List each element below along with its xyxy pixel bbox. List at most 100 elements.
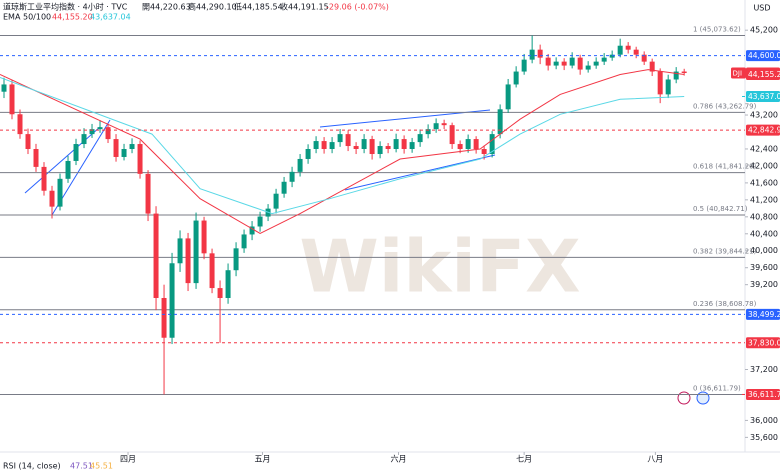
price-tag-label: 36,611.79 [748, 390, 780, 399]
candle-body [657, 71, 663, 95]
candle-body [505, 84, 511, 110]
candle-body [649, 61, 655, 72]
candle-body [241, 234, 247, 249]
price-tag-label: 38,499.27 [748, 310, 780, 319]
candle-body [369, 139, 375, 155]
candle-body [89, 129, 95, 135]
x-tick-label: 七月 [516, 455, 532, 464]
fib-label: 0.382 (39,844.21) [693, 247, 757, 255]
candle-body [553, 61, 559, 66]
y-tick-label: 36,000 [750, 416, 778, 425]
event-icon[interactable] [677, 391, 691, 405]
candle-body [209, 253, 215, 289]
candle-body [521, 59, 527, 72]
symbol-title: 道琼斯工业平均指数 · 4小时 · TVC [3, 2, 128, 12]
candle-body [337, 134, 343, 143]
x-tick-label: 八月 [647, 455, 663, 464]
candle-body [305, 148, 311, 159]
candle-body [425, 129, 431, 135]
x-tick-label: 四月 [120, 455, 136, 464]
candle-body [681, 71, 687, 73]
ema-value: 43,637.04 [90, 13, 131, 22]
y-tick-label: 41,600 [750, 178, 778, 187]
change: -29.06 (-0.07%) [326, 3, 389, 12]
candle-body [113, 139, 119, 157]
candle-body [273, 193, 279, 209]
price-tag [746, 337, 780, 349]
rsi-label: RSI (14, close) [3, 462, 61, 470]
price-tag-label: 37,830.00 [748, 338, 780, 347]
candle-body [129, 144, 135, 149]
y-tick-label: 39,200 [750, 280, 778, 289]
candle-body [25, 134, 31, 149]
candle-body [545, 57, 551, 66]
y-tick-label: 42,000 [750, 161, 778, 170]
candle-body [417, 134, 423, 143]
candle-body [1, 84, 7, 92]
ohlc-low: 低44,185.54 [234, 2, 283, 12]
currency: USD [753, 4, 770, 13]
ohlc-open: 開44,220.63 [142, 3, 191, 12]
candle-body [617, 45, 623, 55]
y-tick-label: 43,200 [750, 111, 778, 120]
candle-body [473, 139, 479, 149]
candle-body [441, 123, 447, 126]
candle-body [449, 125, 455, 145]
candle-body [33, 148, 39, 167]
ema-value: 44,155.20 [52, 13, 93, 22]
y-tick-label: 41,200 [750, 195, 778, 204]
candle-body [121, 148, 127, 157]
ohlc-high: 高44,290.10 [188, 2, 237, 12]
candle-body [49, 190, 55, 207]
candle-body [257, 216, 263, 227]
candle-body [193, 220, 199, 284]
fib-label: 0 (36,611.79) [693, 384, 741, 392]
candle-body [73, 144, 79, 161]
flag-icon[interactable] [696, 391, 710, 405]
candle-body [537, 49, 543, 58]
candle-body [97, 127, 103, 130]
ema-line [0, 69, 685, 234]
price-tag [746, 388, 780, 400]
candle-body [481, 148, 487, 155]
candle-body [105, 127, 111, 140]
trend-line [24, 126, 101, 194]
ema-label: EMA 50/100 [3, 13, 51, 22]
candle-body [233, 248, 239, 271]
candle-body [41, 166, 47, 191]
price-tag-label: 42,842.98 [748, 126, 780, 135]
candle-body [601, 57, 607, 62]
candle-body [329, 142, 335, 149]
candle-body [401, 139, 407, 149]
rsi-value: 45.51 [90, 462, 113, 470]
candle-body [561, 61, 567, 66]
fib-label: 0.236 (38,608.78) [693, 300, 757, 308]
fib-label: 0.786 (43,262.79) [693, 102, 757, 110]
candle-body [569, 57, 575, 66]
price-tag [746, 90, 780, 102]
y-tick-label: 42,400 [750, 144, 778, 153]
y-tick-label: 35,600 [750, 433, 778, 442]
candle-body [433, 123, 439, 130]
x-tick-label: 六月 [391, 454, 407, 464]
candle-body [385, 146, 391, 149]
watermark: WikiFX [299, 225, 580, 309]
price-tag [746, 308, 780, 320]
candle-body [465, 139, 471, 149]
candle-body [137, 144, 143, 174]
candle-body [665, 79, 671, 95]
candle-body [177, 238, 183, 264]
y-tick-label: 40,800 [750, 212, 778, 221]
y-tick-label: 45,200 [750, 26, 778, 35]
candle-body [169, 263, 175, 338]
candle-body [217, 288, 223, 298]
y-tick-label: 37,200 [750, 365, 778, 374]
candle-body [161, 297, 167, 338]
candle-body [185, 238, 191, 284]
candle-body [81, 134, 87, 145]
candle-body [641, 54, 647, 62]
candle-body [297, 158, 303, 172]
candle-body [281, 181, 287, 194]
fib-label: 1 (45,073.62) [693, 26, 741, 34]
